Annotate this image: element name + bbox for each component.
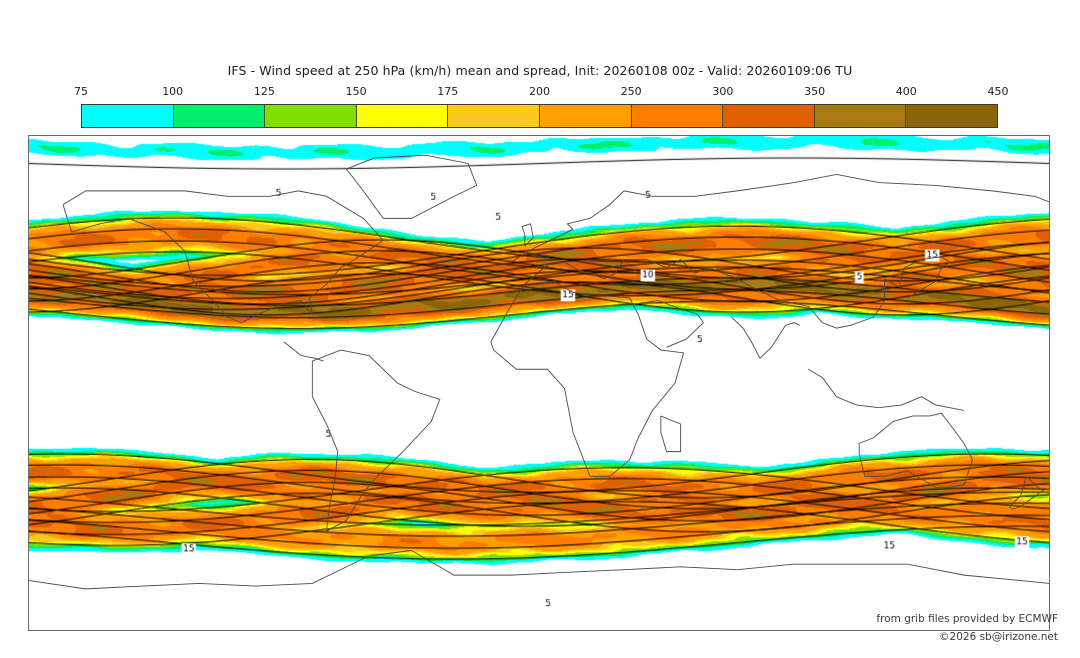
coastline-2 bbox=[311, 349, 441, 533]
colorbar: 75 100 125 150 175 200 250 300 350 400 450 bbox=[74, 85, 1009, 128]
colorbar-segment-350-400 bbox=[814, 105, 907, 127]
coastline-7 bbox=[807, 368, 965, 411]
coastline-9 bbox=[1008, 476, 1045, 510]
page-title: IFS - Wind speed at 250 hPa (km/h) mean … bbox=[227, 63, 853, 78]
colorbar-tick-150: 150 bbox=[345, 85, 367, 98]
coastline-4 bbox=[510, 173, 1049, 263]
coastline-12 bbox=[907, 261, 951, 299]
colorbar-tick-300: 300 bbox=[712, 85, 734, 98]
coastlines-and-spread-contours bbox=[29, 154, 1049, 590]
colorbar-tick-350: 350 bbox=[804, 85, 826, 98]
map-frame[interactable] bbox=[28, 135, 1050, 631]
colorbar-tick-175: 175 bbox=[437, 85, 459, 98]
colorbar-tick-200: 200 bbox=[529, 85, 550, 98]
colorbar-segment-250-300 bbox=[631, 105, 724, 127]
wind-speed-field bbox=[29, 136, 1049, 630]
colorbar-segment-100-125 bbox=[173, 105, 266, 127]
copyright-notice: ©2026 sb@irizone.net bbox=[939, 631, 1058, 643]
coastline-0 bbox=[62, 190, 384, 324]
coastline-3 bbox=[490, 280, 685, 477]
colorbar-tick-450: 450 bbox=[987, 85, 1009, 98]
colorbar-segment-150-175 bbox=[356, 105, 449, 127]
colorbar-tick-125: 125 bbox=[253, 85, 275, 98]
coastline-6 bbox=[731, 316, 800, 360]
colorbar-segment-300-350 bbox=[723, 105, 815, 127]
colorbar-segment-125-150 bbox=[265, 105, 357, 127]
coastline-11 bbox=[660, 415, 682, 453]
colorbar-segment-75-100 bbox=[82, 105, 174, 127]
colorbar-segment-400-450 bbox=[906, 105, 997, 127]
colorbar-tick-labels: 75 100 125 150 175 200 250 300 350 400 450 bbox=[74, 85, 1009, 101]
colorbar-gradient bbox=[81, 104, 998, 128]
colorbar-tick-250: 250 bbox=[620, 85, 642, 98]
colorbar-segment-175-200 bbox=[448, 105, 540, 127]
coastline-10 bbox=[29, 549, 1049, 590]
colorbar-tick-100: 100 bbox=[162, 85, 184, 98]
coastline-14 bbox=[283, 341, 324, 362]
colorbar-tick-400: 400 bbox=[895, 85, 917, 98]
colorbar-segment-200-250 bbox=[539, 105, 632, 127]
coastline-5 bbox=[524, 256, 951, 329]
coastline-1 bbox=[345, 154, 478, 219]
coastline-15 bbox=[638, 300, 704, 348]
coastline-13 bbox=[521, 223, 534, 247]
data-source-credit: from grib files provided by ECMWF bbox=[876, 613, 1058, 625]
colorbar-tick-75: 75 bbox=[74, 85, 88, 98]
coastline-8 bbox=[858, 412, 974, 488]
